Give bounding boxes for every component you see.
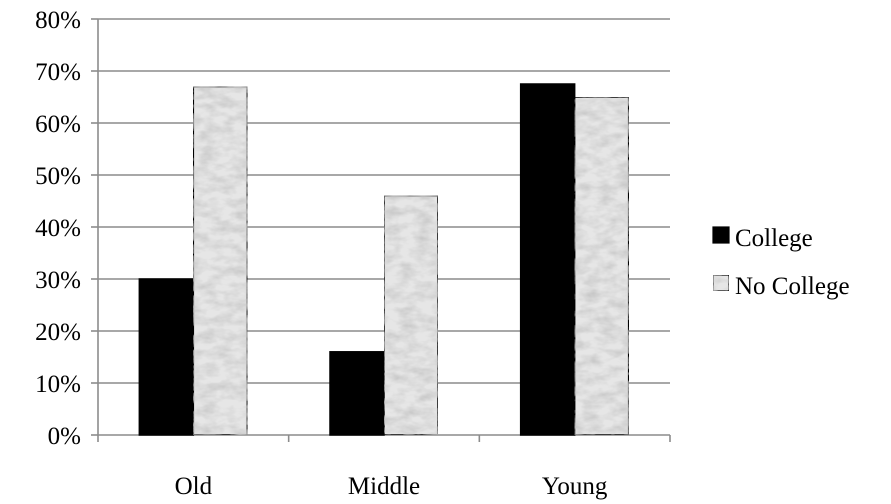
- y-tick-label: 30%: [35, 267, 81, 294]
- legend-swatch-no-college: [712, 274, 730, 292]
- x-category-label: Young: [542, 473, 608, 500]
- legend: College No College: [712, 225, 850, 300]
- y-tick-label: 0%: [48, 423, 81, 450]
- bar-no-college-old: [192, 85, 249, 436]
- y-tick-label: 40%: [35, 215, 81, 242]
- y-tick-label: 20%: [35, 319, 81, 346]
- y-tick-label: 60%: [35, 111, 81, 138]
- x-category-labels: Old Middle Young: [175, 473, 608, 500]
- y-tick-label: 70%: [35, 59, 81, 86]
- y-tick-label: 50%: [35, 163, 81, 190]
- x-category-label: Old: [175, 473, 213, 500]
- bars: [138, 83, 630, 436]
- y-tick-label: 80%: [35, 7, 81, 34]
- y-tick-label: 10%: [35, 371, 81, 398]
- y-tick-labels: 0% 10% 20% 30% 40% 50% 60% 70% 80%: [35, 7, 81, 450]
- bar-college-middle: [329, 351, 385, 436]
- bar-no-college-young: [573, 96, 630, 436]
- bar-no-college-middle: [383, 195, 439, 436]
- bar-college-old: [138, 278, 195, 436]
- legend-swatch-college: [712, 226, 730, 244]
- bar-college-young: [519, 83, 576, 436]
- legend-label: No College: [735, 273, 850, 300]
- legend-label: College: [735, 225, 813, 252]
- x-category-label: Middle: [348, 473, 420, 500]
